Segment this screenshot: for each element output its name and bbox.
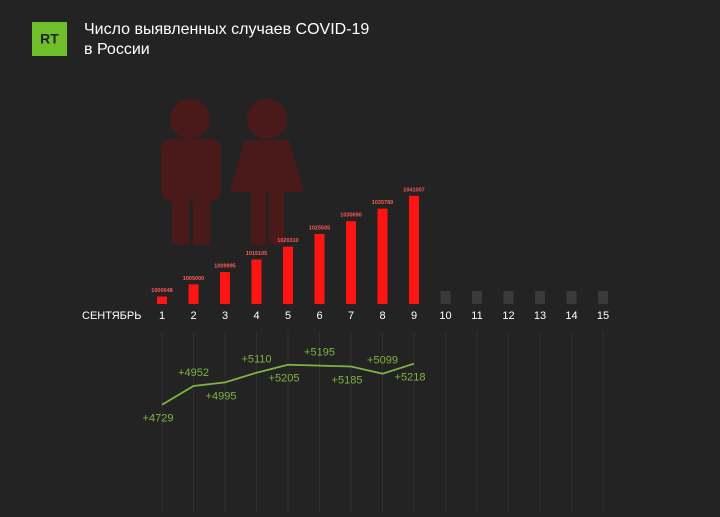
x-axis-label: СЕНТЯБРЬ [82, 310, 141, 322]
x-tick-label: 3 [222, 310, 228, 322]
bar [314, 233, 325, 304]
x-tick-label: 15 [597, 310, 609, 322]
bar [409, 195, 419, 304]
value-label: +5185 [332, 374, 363, 386]
x-tick-label: 4 [253, 310, 259, 322]
x-tick-label: 1 [159, 310, 165, 322]
x-tick-label: 13 [534, 310, 546, 322]
logo: RT [40, 31, 59, 47]
chart-title: в России [84, 41, 150, 58]
line [161, 362, 415, 406]
value-label: +5110 [241, 354, 271, 366]
value-label: +5205 [269, 373, 300, 385]
value-label: +4729 [143, 413, 174, 425]
value-label: +4952 [178, 367, 209, 379]
placeholder-bar [503, 291, 514, 304]
people-icon [161, 99, 304, 245]
value-label: 1030690 [340, 213, 361, 219]
placeholder-bar [472, 291, 482, 304]
bar [377, 208, 388, 304]
value-label: +5195 [304, 347, 335, 359]
bar [283, 246, 293, 304]
x-tick-label: 11 [471, 310, 482, 322]
value-label: 1041007 [403, 187, 424, 193]
value-label: +5218 [395, 372, 426, 384]
logo-box [32, 22, 67, 56]
x-tick-label: 10 [439, 310, 451, 322]
x-tick-label: 8 [379, 310, 385, 322]
placeholder-bar [598, 291, 608, 304]
x-tick-label: 7 [348, 310, 354, 322]
value-label: +4995 [206, 390, 237, 402]
placeholder-bar [535, 291, 545, 304]
value-label: 1009995 [214, 264, 235, 270]
value-label: 1020310 [277, 238, 298, 244]
bar [220, 272, 230, 304]
x-tick-label: 6 [316, 310, 322, 322]
x-tick-label: 5 [285, 310, 291, 322]
placeholder-bar [440, 291, 451, 304]
bar [157, 296, 167, 304]
placeholder-bar [566, 291, 577, 304]
value-label: 1005000 [183, 276, 204, 282]
value-label: 1000048 [151, 288, 172, 294]
x-tick-label: 14 [565, 310, 577, 322]
x-tick-label: 2 [190, 310, 196, 322]
value-label: 1025505 [309, 225, 330, 231]
bar [188, 284, 199, 304]
chart-title: Число выявленных случаев COVID-19 [84, 21, 369, 38]
x-tick-label: 9 [411, 310, 417, 322]
value-label: 1035789 [372, 200, 393, 206]
x-tick-label: 12 [502, 310, 514, 322]
value-label: +5099 [367, 355, 398, 367]
bar [251, 259, 262, 304]
value-label: 1015105 [246, 251, 267, 257]
bar [346, 221, 356, 304]
